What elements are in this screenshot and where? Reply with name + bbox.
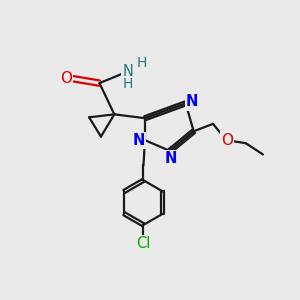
Text: N: N [122, 64, 133, 79]
Text: N: N [164, 151, 177, 166]
Text: H: H [136, 56, 147, 70]
Text: H: H [122, 77, 133, 91]
Text: O: O [60, 71, 72, 86]
Text: N: N [186, 94, 198, 110]
Text: O: O [221, 133, 233, 148]
Text: Cl: Cl [136, 236, 151, 251]
Text: N: N [132, 133, 145, 148]
